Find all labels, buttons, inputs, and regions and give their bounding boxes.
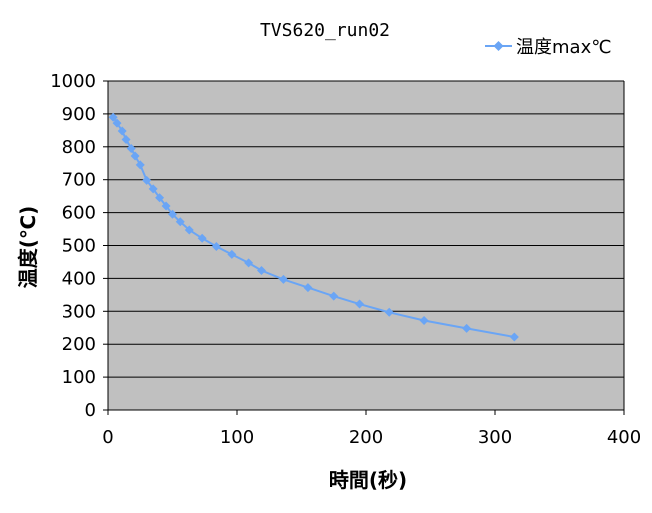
- data-point: [184, 225, 194, 235]
- legend-label: 温度max℃: [516, 37, 611, 58]
- data-point: [148, 184, 158, 194]
- x-tick-label: 300: [478, 427, 512, 448]
- y-tick-label: 200: [62, 334, 96, 355]
- y-tick-label: 800: [62, 137, 96, 158]
- data-point: [509, 332, 519, 342]
- data-point: [419, 316, 429, 326]
- x-tick-label: 400: [607, 427, 641, 448]
- data-point: [155, 193, 165, 203]
- data-point: [329, 291, 339, 301]
- data-point: [168, 209, 177, 219]
- data-point: [355, 299, 365, 309]
- data-point: [462, 323, 472, 333]
- data-point: [121, 135, 131, 145]
- data-point: [175, 217, 185, 227]
- data-point: [161, 201, 171, 211]
- data-point: [130, 151, 140, 161]
- y-axis-title: 温度(℃): [16, 206, 40, 289]
- data-point: [135, 160, 145, 170]
- y-tick-label: 700: [62, 170, 96, 191]
- data-point: [117, 126, 127, 136]
- y-tick-label: 100: [62, 367, 96, 388]
- plot-area: 0 100 200 300 400 500 600 700 800 900 1000 0 100 200 3…: [50, 71, 641, 448]
- data-point: [244, 258, 254, 268]
- y-tick-label: 1000: [50, 71, 96, 92]
- x-axis-title: 時間(秒): [329, 468, 407, 492]
- data-point: [257, 266, 267, 276]
- data-point: [108, 112, 118, 122]
- x-tick-label: 200: [349, 427, 383, 448]
- data-point: [303, 283, 313, 293]
- legend-marker-icon: [493, 41, 504, 51]
- y-tick-label: 900: [62, 104, 96, 125]
- y-tick-label: 400: [62, 268, 96, 289]
- data-point: [112, 118, 122, 128]
- y-tick-label: 500: [62, 236, 96, 257]
- data-point: [227, 249, 237, 259]
- x-tick-label: 0: [102, 427, 113, 448]
- y-tick-label: 300: [62, 301, 96, 322]
- data-point: [126, 143, 136, 153]
- y-tick-label: 0: [85, 400, 96, 421]
- data-point: [384, 307, 394, 317]
- legend: 温度max℃: [485, 37, 611, 58]
- x-tick-label: 100: [220, 427, 254, 448]
- data-point: [197, 233, 207, 243]
- data-point: [211, 241, 221, 251]
- y-tick-label: 600: [62, 203, 96, 224]
- data-point: [142, 175, 152, 185]
- data-point: [278, 274, 288, 284]
- chart-title: TVS620_run02: [260, 20, 390, 41]
